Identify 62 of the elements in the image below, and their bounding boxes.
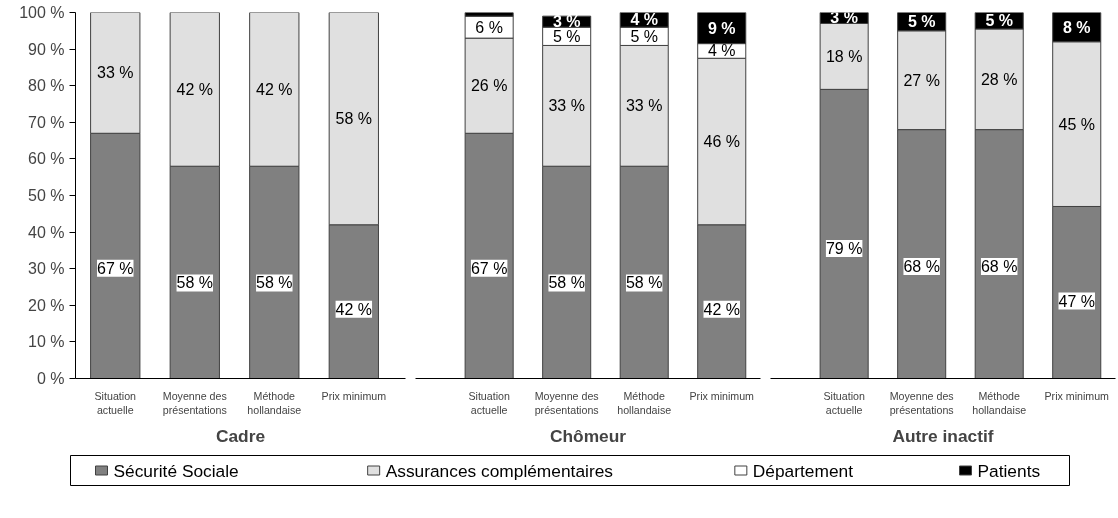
- data-label: 26 %: [470, 77, 508, 95]
- y-tick-label: 30 %: [28, 260, 65, 278]
- data-label: 42 %: [176, 80, 214, 98]
- data-label: 42 %: [256, 80, 293, 98]
- data-label: 67 %: [97, 259, 134, 277]
- legend-label: Département: [752, 460, 854, 481]
- data-label: 9 %: [707, 19, 736, 37]
- data-label: 58 %: [176, 274, 214, 292]
- y-tick-label: 70 %: [28, 113, 65, 131]
- data-label: 8 %: [1062, 18, 1091, 36]
- data-label: 79 %: [825, 239, 863, 257]
- y-tick-label: 100 %: [19, 4, 65, 21]
- y-tick-label: 60 %: [28, 150, 65, 168]
- x-tick-label: Méthode hollandaise: [617, 389, 672, 416]
- data-label: 67 %: [470, 259, 508, 277]
- legend-label: Sécurité Sociale: [113, 460, 239, 481]
- y-tick-label: 50 %: [28, 187, 65, 204]
- data-label: 27 %: [903, 71, 940, 89]
- data-label: 42 %: [335, 300, 373, 318]
- x-tick-label: Moyenne des présentations: [889, 389, 954, 416]
- x-tick-label: Situation actuelle: [823, 389, 865, 416]
- y-tick-label: 10 %: [28, 333, 65, 351]
- legend-label: Patients: [977, 460, 1041, 481]
- data-label: 33 %: [97, 64, 134, 82]
- data-label: 46 %: [703, 133, 740, 151]
- data-label: 68 %: [980, 258, 1018, 275]
- data-label: 5 %: [985, 12, 1013, 30]
- x-tick-label: Méthode hollandaise: [247, 389, 302, 416]
- data-label: 28 %: [980, 70, 1018, 88]
- x-tick-label: Prix minimum: [321, 389, 387, 402]
- y-tick-label: 40 %: [28, 223, 65, 241]
- text: Cadre: [215, 425, 266, 446]
- data-label: 4 %: [707, 42, 736, 60]
- y-tick-label: 20 %: [28, 296, 65, 314]
- y-tick-label: 0 %: [36, 370, 65, 387]
- x-tick-label: Méthode hollandaise: [972, 389, 1027, 416]
- data-label: 4 %: [630, 11, 658, 29]
- data-label: 58 %: [256, 274, 293, 292]
- data-label: 42 %: [703, 300, 740, 318]
- data-label: 47 %: [1058, 292, 1095, 310]
- x-tick-label: Moyenne des présentations: [162, 389, 227, 416]
- data-label: 33 %: [625, 97, 663, 115]
- x-tick-label: Situation actuelle: [468, 389, 510, 416]
- text: Autre inactif: [892, 425, 994, 446]
- data-label: 58 %: [548, 274, 585, 292]
- data-label: 68 %: [903, 258, 940, 275]
- y-tick-label: 80 %: [28, 77, 65, 95]
- data-label: 33 %: [548, 97, 585, 115]
- data-label: 58 %: [335, 110, 373, 128]
- data-label: 5 %: [630, 27, 658, 45]
- y-tick-label: 90 %: [28, 40, 65, 58]
- x-tick-label: Situation actuelle: [94, 389, 137, 416]
- x-tick-label: Moyenne des présentations: [534, 389, 599, 416]
- legend-label: Assurances complémentaires: [385, 460, 614, 481]
- x-tick-label: Prix minimum: [1044, 389, 1110, 402]
- data-label: 18 %: [825, 47, 863, 65]
- text: Chômeur: [549, 425, 627, 446]
- data-label: 58 %: [625, 274, 663, 292]
- data-label: 45 %: [1058, 115, 1095, 133]
- x-tick-label: Prix minimum: [689, 389, 755, 402]
- data-label: 6 %: [475, 18, 503, 36]
- data-label: 5 %: [907, 13, 936, 31]
